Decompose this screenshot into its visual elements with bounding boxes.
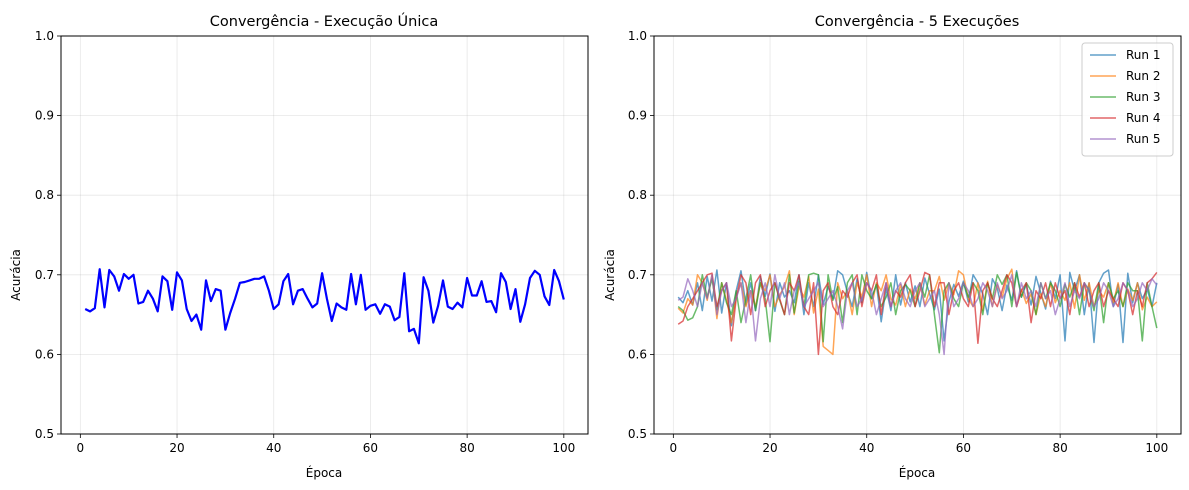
chart-single-run: Convergência - Execução Única Época Acur… xyxy=(9,12,589,480)
x-axis-label: Época xyxy=(306,465,343,480)
plot-area xyxy=(677,268,1158,356)
x-tick-label: 60 xyxy=(363,441,378,455)
chart-five-runs: Convergência - 5 Execuções Época Acuráci… xyxy=(603,14,1182,480)
y-tick-label: 0.8 xyxy=(628,188,647,202)
y-tick-label: 0.7 xyxy=(628,268,647,282)
axis-ticks: 0 20 40 60 80 100 0.5 0.6 0.7 0.8 0.9 1.0 xyxy=(628,29,1168,455)
x-tick-label: 0 xyxy=(77,441,85,455)
x-tick-label: 80 xyxy=(1052,441,1067,455)
y-tick-label: 0.9 xyxy=(35,109,54,123)
y-axis-label: Acurácia xyxy=(603,249,617,301)
legend-box xyxy=(1081,42,1174,157)
series-line-1 xyxy=(84,268,565,345)
x-tick-label: 80 xyxy=(459,441,474,455)
axes-frame xyxy=(60,35,589,435)
y-tick-label: 0.7 xyxy=(35,268,54,282)
x-tick-label: 100 xyxy=(552,441,575,455)
x-axis-label: Época xyxy=(899,465,936,480)
x-tick-label: 40 xyxy=(859,441,874,455)
y-tick-label: 0.5 xyxy=(35,427,54,441)
y-axis-label: Acurácia xyxy=(9,249,23,301)
series-line-3 xyxy=(677,271,1158,354)
plot-area xyxy=(84,268,565,345)
series-line-4 xyxy=(677,271,1158,356)
x-tick-label: 20 xyxy=(762,441,777,455)
y-tick-label: 0.6 xyxy=(628,347,647,361)
legend-entry: Run 3 xyxy=(1126,90,1160,104)
chart-title: Convergência - Execução Única xyxy=(210,12,438,30)
y-tick-label: 0.9 xyxy=(628,109,647,123)
x-tick-label: 40 xyxy=(266,441,281,455)
legend-entry: Run 1 xyxy=(1126,48,1160,62)
chart-title: Convergência - 5 Execuções xyxy=(815,14,1020,30)
x-tick-label: 100 xyxy=(1145,441,1168,455)
y-tick-label: 0.8 xyxy=(35,188,54,202)
legend-entry: Run 4 xyxy=(1126,111,1160,125)
y-tick-label: 1.0 xyxy=(628,29,647,43)
legend: Run 1 Run 2 Run 3 Run 4 Run 5 xyxy=(1081,42,1174,157)
series-line-5 xyxy=(677,274,1158,356)
y-tick-label: 0.6 xyxy=(35,347,54,361)
x-tick-label: 20 xyxy=(169,441,184,455)
axis-ticks: 0 20 40 60 80 100 0.5 0.6 0.7 0.8 0.9 1.0 xyxy=(35,29,575,455)
legend-entry: Run 5 xyxy=(1126,132,1160,146)
axes-frame xyxy=(653,35,1182,435)
x-tick-label: 0 xyxy=(670,441,678,455)
y-tick-label: 0.5 xyxy=(628,427,647,441)
y-tick-label: 1.0 xyxy=(35,29,54,43)
x-tick-label: 60 xyxy=(956,441,971,455)
legend-entry: Run 2 xyxy=(1126,69,1160,83)
